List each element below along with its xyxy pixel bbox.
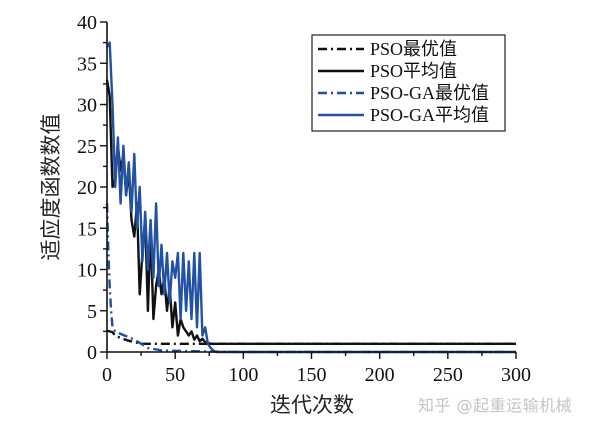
watermark: 知乎 @起重运输机械	[418, 396, 573, 415]
y-tick-label: 5	[87, 301, 97, 323]
y-tick-label: 35	[77, 53, 97, 75]
x-tick-label: 200	[365, 364, 395, 386]
legend-label: PSO-GA最优值	[370, 83, 489, 103]
x-axis-title: 迭代次数	[270, 393, 354, 417]
y-tick-label: 40	[77, 12, 97, 34]
y-tick-label: 25	[77, 136, 97, 158]
y-tick-label: 30	[77, 95, 97, 117]
x-tick-label: 150	[297, 364, 327, 386]
legend-label: PSO-GA平均值	[370, 105, 489, 125]
y-tick-label: 15	[77, 218, 97, 240]
axes: 0 50 100 150 200 250 300 0 5 10 15 20 25 30 35 40	[77, 12, 531, 386]
series-line-0	[106, 329, 516, 345]
y-tick-label: 20	[77, 177, 97, 199]
x-tick-label: 250	[433, 364, 463, 386]
legend-label: PSO最优值	[370, 39, 457, 59]
x-tick-label: 0	[102, 364, 112, 386]
x-tick-label: 300	[501, 364, 531, 386]
legend-label: PSO平均值	[370, 61, 457, 81]
y-tick-label: 0	[87, 342, 97, 364]
series-line-3	[105, 41, 516, 354]
x-tick-label: 50	[165, 364, 185, 386]
y-tick-label: 10	[77, 260, 97, 282]
y-axis-title: 适应度函数数值	[39, 114, 63, 261]
x-tick-label: 100	[228, 364, 258, 386]
